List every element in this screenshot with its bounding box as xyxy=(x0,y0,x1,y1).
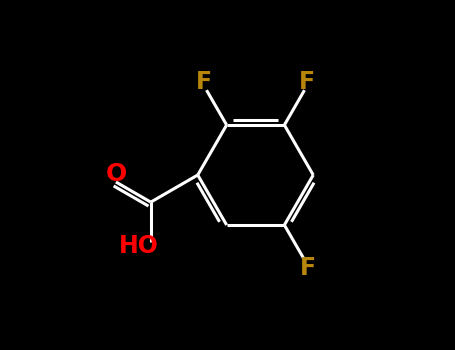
Text: F: F xyxy=(300,256,316,280)
Text: HO: HO xyxy=(119,234,158,258)
Text: O: O xyxy=(105,162,126,186)
Text: F: F xyxy=(299,70,315,95)
Text: F: F xyxy=(196,70,212,95)
